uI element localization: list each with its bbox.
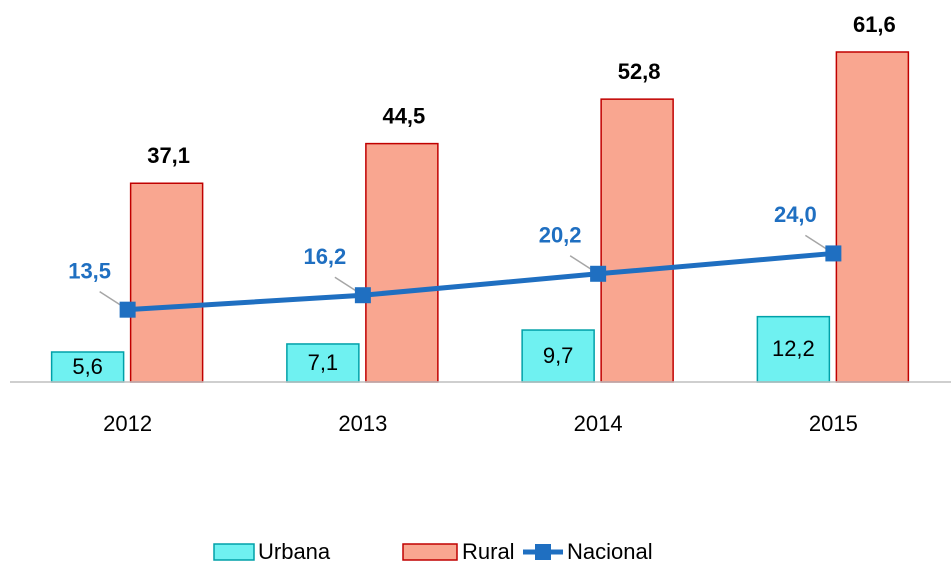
bar (365, 142, 439, 383)
data-label: 20,2 (539, 223, 582, 248)
bar (600, 98, 674, 383)
data-label: 52,8 (618, 59, 661, 84)
line-marker (825, 245, 842, 262)
data-label: 16,2 (303, 244, 346, 269)
legend-swatch (213, 543, 255, 561)
x-tick-label: 2014 (574, 411, 623, 436)
legend-swatch (402, 543, 458, 561)
legend-label: Rural (462, 539, 515, 564)
bar (756, 315, 831, 383)
bar (50, 351, 125, 383)
line (127, 250, 834, 313)
data-label: 9,7 (543, 343, 574, 368)
bar (835, 51, 910, 383)
x-tick-label: 2015 (809, 411, 858, 436)
bar (129, 182, 204, 383)
data-label: 7,1 (308, 350, 339, 375)
legend-label: Nacional (567, 539, 653, 564)
data-label: 5,6 (72, 354, 103, 379)
x-tick-label: 2013 (338, 411, 387, 436)
data-label: 13,5 (68, 258, 111, 283)
line-marker (354, 287, 371, 304)
data-label: 37,1 (147, 143, 190, 168)
data-label: 44,5 (382, 103, 425, 128)
line-marker (119, 301, 136, 318)
x-tick-label: 2012 (103, 411, 152, 436)
data-label: 12,2 (772, 336, 815, 361)
data-label: 24,0 (774, 202, 817, 227)
legend-swatch (535, 544, 551, 560)
bar (286, 343, 360, 383)
line-marker (590, 265, 607, 282)
legend-label: Urbana (258, 539, 331, 564)
data-label: 61,6 (853, 12, 896, 37)
